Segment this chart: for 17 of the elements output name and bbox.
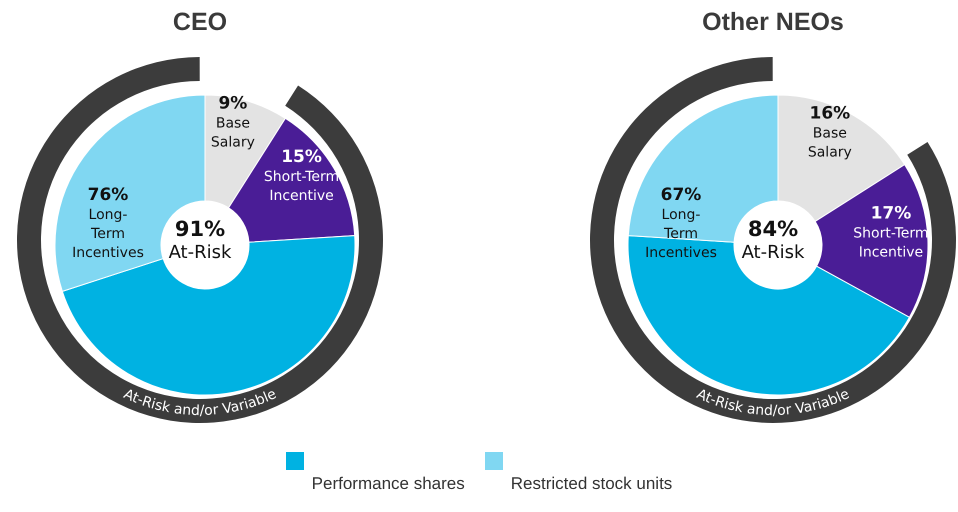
- text: 84% At-Risk: [742, 217, 806, 263]
- text: 67% Long-Term Incentives: [645, 185, 717, 261]
- slice-label: Short-Term Incentive: [264, 168, 340, 204]
- data-label: 15%: [281, 146, 322, 167]
- slice-label: Base Salary: [808, 126, 852, 161]
- data-label: 16%: [809, 104, 850, 124]
- legend-label: Performance shares: [312, 473, 465, 494]
- text: At-Risk and/or Variable: [694, 386, 852, 420]
- data-label: 9%: [218, 94, 248, 114]
- chart-title: CEO: [172, 8, 228, 37]
- text: 91% At-Risk: [168, 217, 232, 263]
- data-label: 17%: [870, 203, 912, 224]
- text: At-Risk and/or Variable: [121, 386, 279, 420]
- slice-label: Base Salary: [210, 116, 255, 151]
- legend-label: Restricted stock units: [510, 473, 672, 494]
- text: 76% Long-Term Incentives: [72, 185, 144, 261]
- chart-title: Other NEOs: [701, 8, 845, 37]
